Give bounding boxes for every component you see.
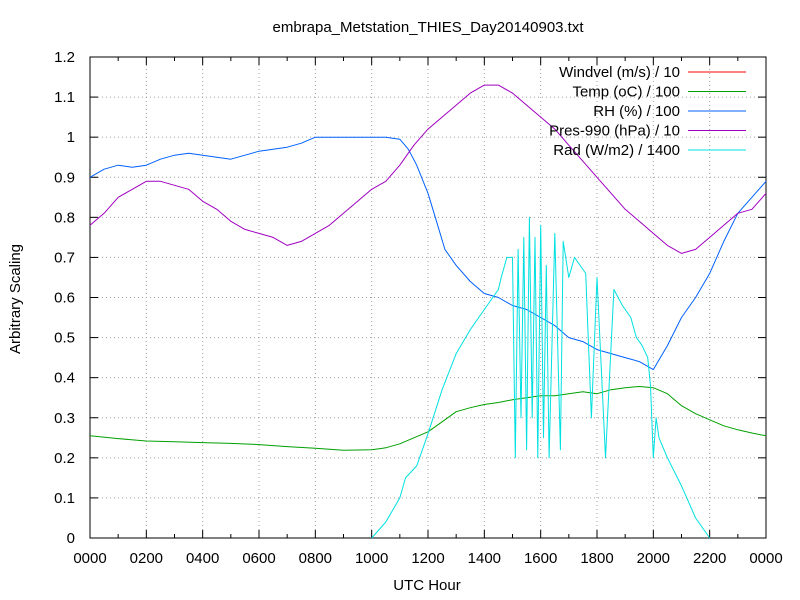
x-tick-label: 0200: [130, 550, 163, 567]
legend-label: Temp (oC) / 100: [572, 84, 680, 101]
y-tick-label: 0.9: [54, 169, 75, 186]
legend-label: Rad (W/m2) / 1400: [553, 142, 680, 159]
series-line-pres-990: [89, 84, 767, 254]
x-tick-label: 0600: [242, 550, 275, 567]
x-tick-label: 2000: [637, 550, 670, 567]
x-tick-label: 0400: [186, 550, 219, 567]
y-axis-label: Arbitrary Scaling: [7, 244, 24, 354]
chart-title: embrapa_Metstation_THIES_Day20140903.txt: [272, 19, 584, 36]
legend: Windvel (m/s) / 10 Temp (oC) / 100 RH (%) …: [549, 64, 746, 159]
x-tick-label: 1000: [355, 550, 388, 567]
x-tick-label: 1800: [580, 550, 613, 567]
axis-ticks: 0000 0200 0400 0600 0800 1000 1200 1400 1600 1800…: [54, 49, 783, 567]
y-tick-label: 0.7: [54, 249, 75, 266]
y-tick-label: 0.1: [54, 490, 75, 507]
y-tick-label: 0.3: [54, 410, 75, 427]
legend-label: Pres-990 (hPa) / 10: [549, 123, 680, 140]
y-tick-label: 1.2: [54, 49, 75, 66]
x-tick-label: 0000: [749, 550, 782, 567]
y-tick-label: 0.6: [54, 290, 75, 307]
legend-label: RH (%) / 100: [593, 103, 680, 120]
x-tick-label: 1400: [468, 550, 501, 567]
x-tick-label: 1600: [524, 550, 557, 567]
y-tick-label: 0.8: [54, 209, 75, 226]
y-tick-label: 1.1: [54, 89, 75, 106]
y-tick-label: 1: [67, 129, 75, 146]
series-line-temp: [89, 386, 767, 451]
y-tick-label: 0.5: [54, 330, 75, 347]
x-axis-label: UTC Hour: [393, 577, 461, 594]
grid: [90, 57, 766, 538]
x-tick-label: 2200: [693, 550, 726, 567]
x-tick-label: 0000: [73, 550, 106, 567]
legend-label: Windvel (m/s) / 10: [559, 64, 680, 81]
y-tick-label: 0.4: [54, 370, 75, 387]
y-tick-label: 0: [67, 530, 75, 547]
x-tick-label: 1200: [411, 550, 444, 567]
series-line-rad: [371, 216, 711, 539]
series-layer: [89, 84, 767, 539]
y-tick-label: 0.2: [54, 450, 75, 467]
x-tick-label: 0800: [299, 550, 332, 567]
